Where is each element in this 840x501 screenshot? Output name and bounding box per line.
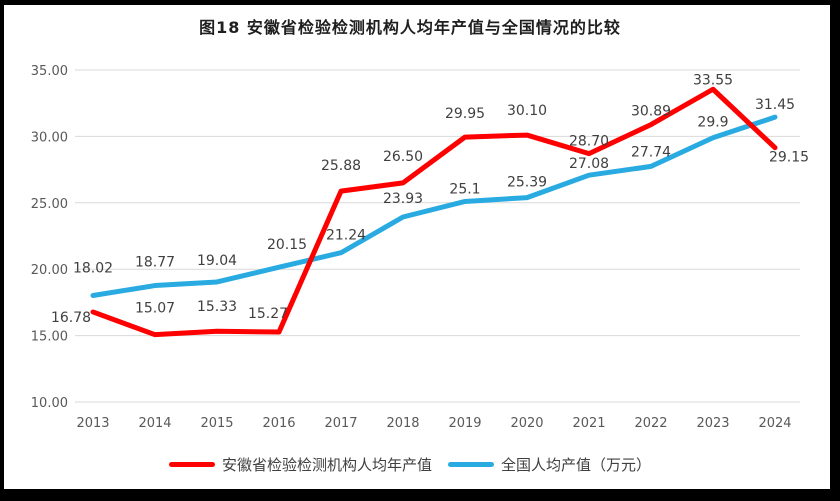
svg-text:30.00: 30.00 [31,130,68,145]
svg-text:16.78: 16.78 [51,310,91,326]
svg-text:31.45: 31.45 [755,97,795,113]
svg-text:29.95: 29.95 [445,106,485,122]
svg-text:2024: 2024 [758,416,791,431]
svg-text:26.50: 26.50 [383,149,423,165]
svg-text:33.55: 33.55 [693,72,733,88]
svg-text:2016: 2016 [262,416,295,431]
svg-text:35.00: 35.00 [31,64,68,79]
legend-label-anhui: 安徽省检验检测机构人均年产值 [221,455,432,474]
svg-text:20.15: 20.15 [267,237,307,253]
svg-text:2017: 2017 [324,416,357,431]
legend-item-national: 全国人均产值（万元） [448,454,651,475]
svg-text:28.70: 28.70 [569,134,609,150]
legend-swatch-national-blue-line [448,461,494,467]
legend: 安徽省检验检测机构人均年产值 全国人均产值（万元） [0,451,820,477]
svg-text:30.10: 30.10 [507,103,547,119]
legend-swatch-anhui-red-line [168,461,215,467]
svg-text:23.93: 23.93 [383,191,423,207]
svg-text:2023: 2023 [696,416,729,431]
svg-text:2019: 2019 [448,416,481,431]
frame-border-top [0,0,840,5]
svg-text:30.89: 30.89 [631,104,671,120]
svg-text:15.07: 15.07 [135,301,175,317]
svg-text:10.00: 10.00 [31,396,68,411]
svg-text:20.00: 20.00 [31,263,68,278]
svg-text:2013: 2013 [76,416,109,431]
svg-text:29.15: 29.15 [769,150,809,166]
svg-text:15.33: 15.33 [197,299,237,315]
svg-text:25.88: 25.88 [321,158,361,174]
svg-text:15.00: 15.00 [31,330,68,345]
svg-text:25.1: 25.1 [449,181,480,197]
svg-text:27.08: 27.08 [569,156,609,172]
svg-text:27.74: 27.74 [631,144,671,160]
svg-text:18.02: 18.02 [73,260,113,276]
legend-item-anhui: 安徽省检验检测机构人均年产值 [168,454,432,475]
frame-border-right [830,0,840,501]
svg-text:29.9: 29.9 [697,115,728,131]
svg-text:15.27: 15.27 [248,306,288,322]
svg-text:2018: 2018 [386,416,419,431]
frame-border-bottom [0,489,840,501]
svg-text:2015: 2015 [200,416,233,431]
svg-text:2014: 2014 [138,416,171,431]
svg-text:21.24: 21.24 [326,228,366,244]
svg-text:25.39: 25.39 [507,175,547,191]
svg-text:2020: 2020 [510,416,543,431]
svg-text:2021: 2021 [572,416,605,431]
frame-border-left [0,0,4,501]
svg-text:19.04: 19.04 [197,253,237,269]
svg-text:25.00: 25.00 [31,197,68,212]
legend-label-national: 全国人均产值（万元） [501,455,652,474]
chart-title: 图18 安徽省检验检测机构人均年产值与全国情况的比较 [199,18,621,37]
svg-text:18.77: 18.77 [135,255,175,271]
svg-text:2022: 2022 [634,416,667,431]
